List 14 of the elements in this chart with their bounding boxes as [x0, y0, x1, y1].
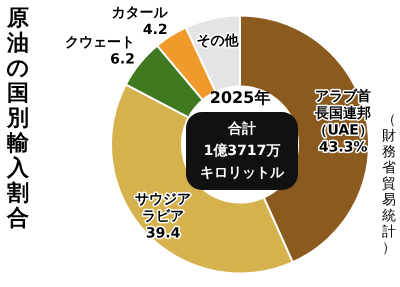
data-label: 6.2 [110, 51, 135, 68]
slice-label: サウジアラビア [135, 191, 192, 224]
data-label: 4.2 [142, 22, 168, 38]
slice-label: クウェート [64, 34, 135, 50]
text: 1億3717万 [204, 142, 280, 161]
text: （財務省貿易統計） [382, 112, 396, 256]
text: キロリットル [200, 164, 284, 183]
text: 2025年 [208, 88, 272, 109]
slice-label: その他 [196, 33, 240, 50]
slice-label: カタール [112, 5, 169, 22]
chart-title: 原油の国別輸入割合 [6, 6, 30, 231]
data-label: 43.3% [318, 140, 368, 156]
text: 合計 [228, 120, 256, 139]
data-label: 39.4 [146, 225, 181, 242]
